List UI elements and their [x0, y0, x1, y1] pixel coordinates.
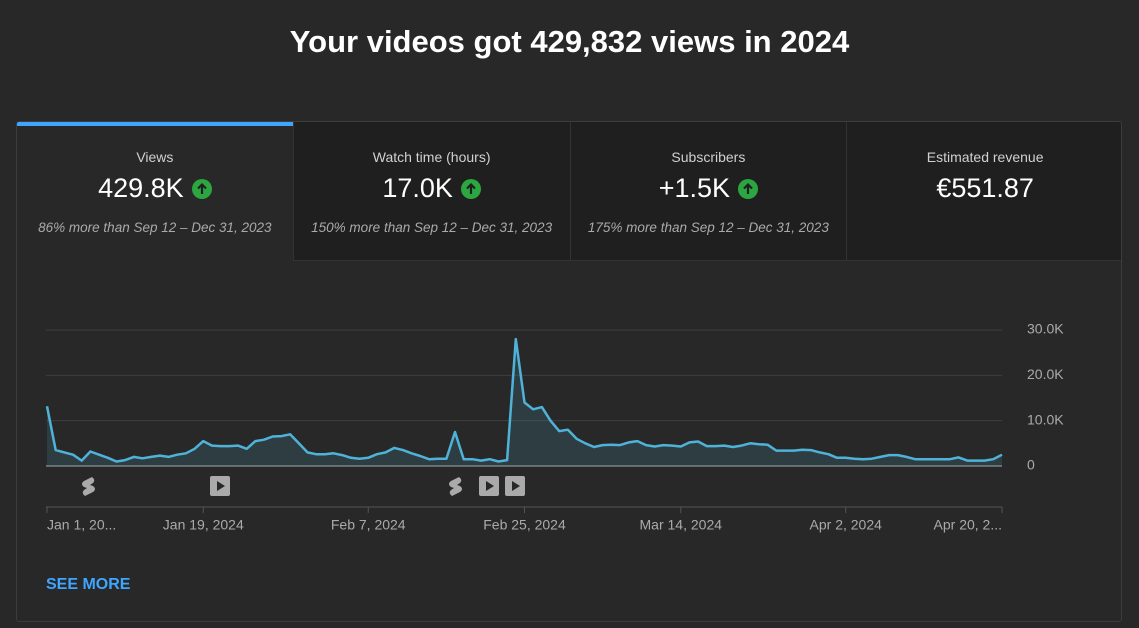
metric-label: Estimated revenue	[926, 149, 1044, 165]
metric-tab[interactable]: Watch time (hours) 17.0K 150% more than Se…	[292, 122, 570, 261]
y-tick-label: 30.0K	[1027, 321, 1064, 337]
x-tick-label: Feb 7, 2024	[331, 517, 406, 533]
metric-comparison: 86% more than Sep 12 – Dec 31, 2023	[38, 220, 272, 235]
shorts-icon	[82, 477, 95, 496]
page-title: Your videos got 429,832 views in 2024	[289, 24, 850, 59]
see-more-link[interactable]: SEE MORE	[46, 576, 131, 593]
y-tick-label: 20.0K	[1027, 366, 1064, 382]
x-tick-label: Jan 19, 2024	[163, 517, 244, 533]
views-line	[45, 337, 1003, 463]
trend-up-icon	[191, 178, 212, 199]
y-tick-label: 10.0K	[1027, 411, 1064, 427]
metric-label: Watch time (hours)	[372, 149, 491, 165]
shorts-icon	[449, 477, 462, 496]
x-tick-label: Feb 25, 2024	[483, 517, 566, 533]
metric-value-row: €551.87	[847, 173, 1121, 204]
metric-value: 17.0K	[382, 173, 453, 203]
metric-value-row: +1.5K	[571, 173, 847, 204]
metric-value-row: 17.0K	[294, 173, 570, 204]
x-tick-label: Apr 20, 2...	[934, 517, 1002, 533]
metric-value: 429.8K	[98, 173, 184, 203]
x-tick-label: Apr 2, 2024	[810, 517, 883, 533]
metric-value-row: 429.8K	[17, 173, 293, 204]
metric-tab[interactable]: Subscribers +1.5K 175% more than Sep 12 – …	[569, 122, 847, 261]
metric-tabs: Views 429.8K 86% more than Sep 12 – Dec 31…	[17, 122, 1121, 261]
metric-value: +1.5K	[658, 173, 731, 203]
trend-up-icon	[460, 178, 481, 199]
metric-value: €551.87	[936, 173, 1034, 203]
content-icons	[82, 476, 525, 496]
y-tick-label: 0	[1027, 457, 1035, 473]
metric-tab[interactable]: Estimated revenue €551.87	[846, 122, 1121, 261]
metric-comparison: 175% more than Sep 12 – Dec 31, 2023	[587, 220, 829, 235]
x-tick-label: Mar 14, 2024	[640, 517, 723, 533]
trend-up-icon	[738, 178, 759, 199]
x-tick-label: Jan 1, 20...	[47, 517, 116, 533]
metric-label: Subscribers	[671, 149, 746, 165]
metric-comparison: 150% more than Sep 12 – Dec 31, 2023	[311, 220, 553, 235]
metric-tab[interactable]: Views 429.8K 86% more than Sep 12 – Dec 31…	[17, 122, 293, 261]
analytics-panel: Views 429.8K 86% more than Sep 12 – Dec 31…	[16, 121, 1122, 622]
metric-label: Views	[136, 149, 174, 165]
